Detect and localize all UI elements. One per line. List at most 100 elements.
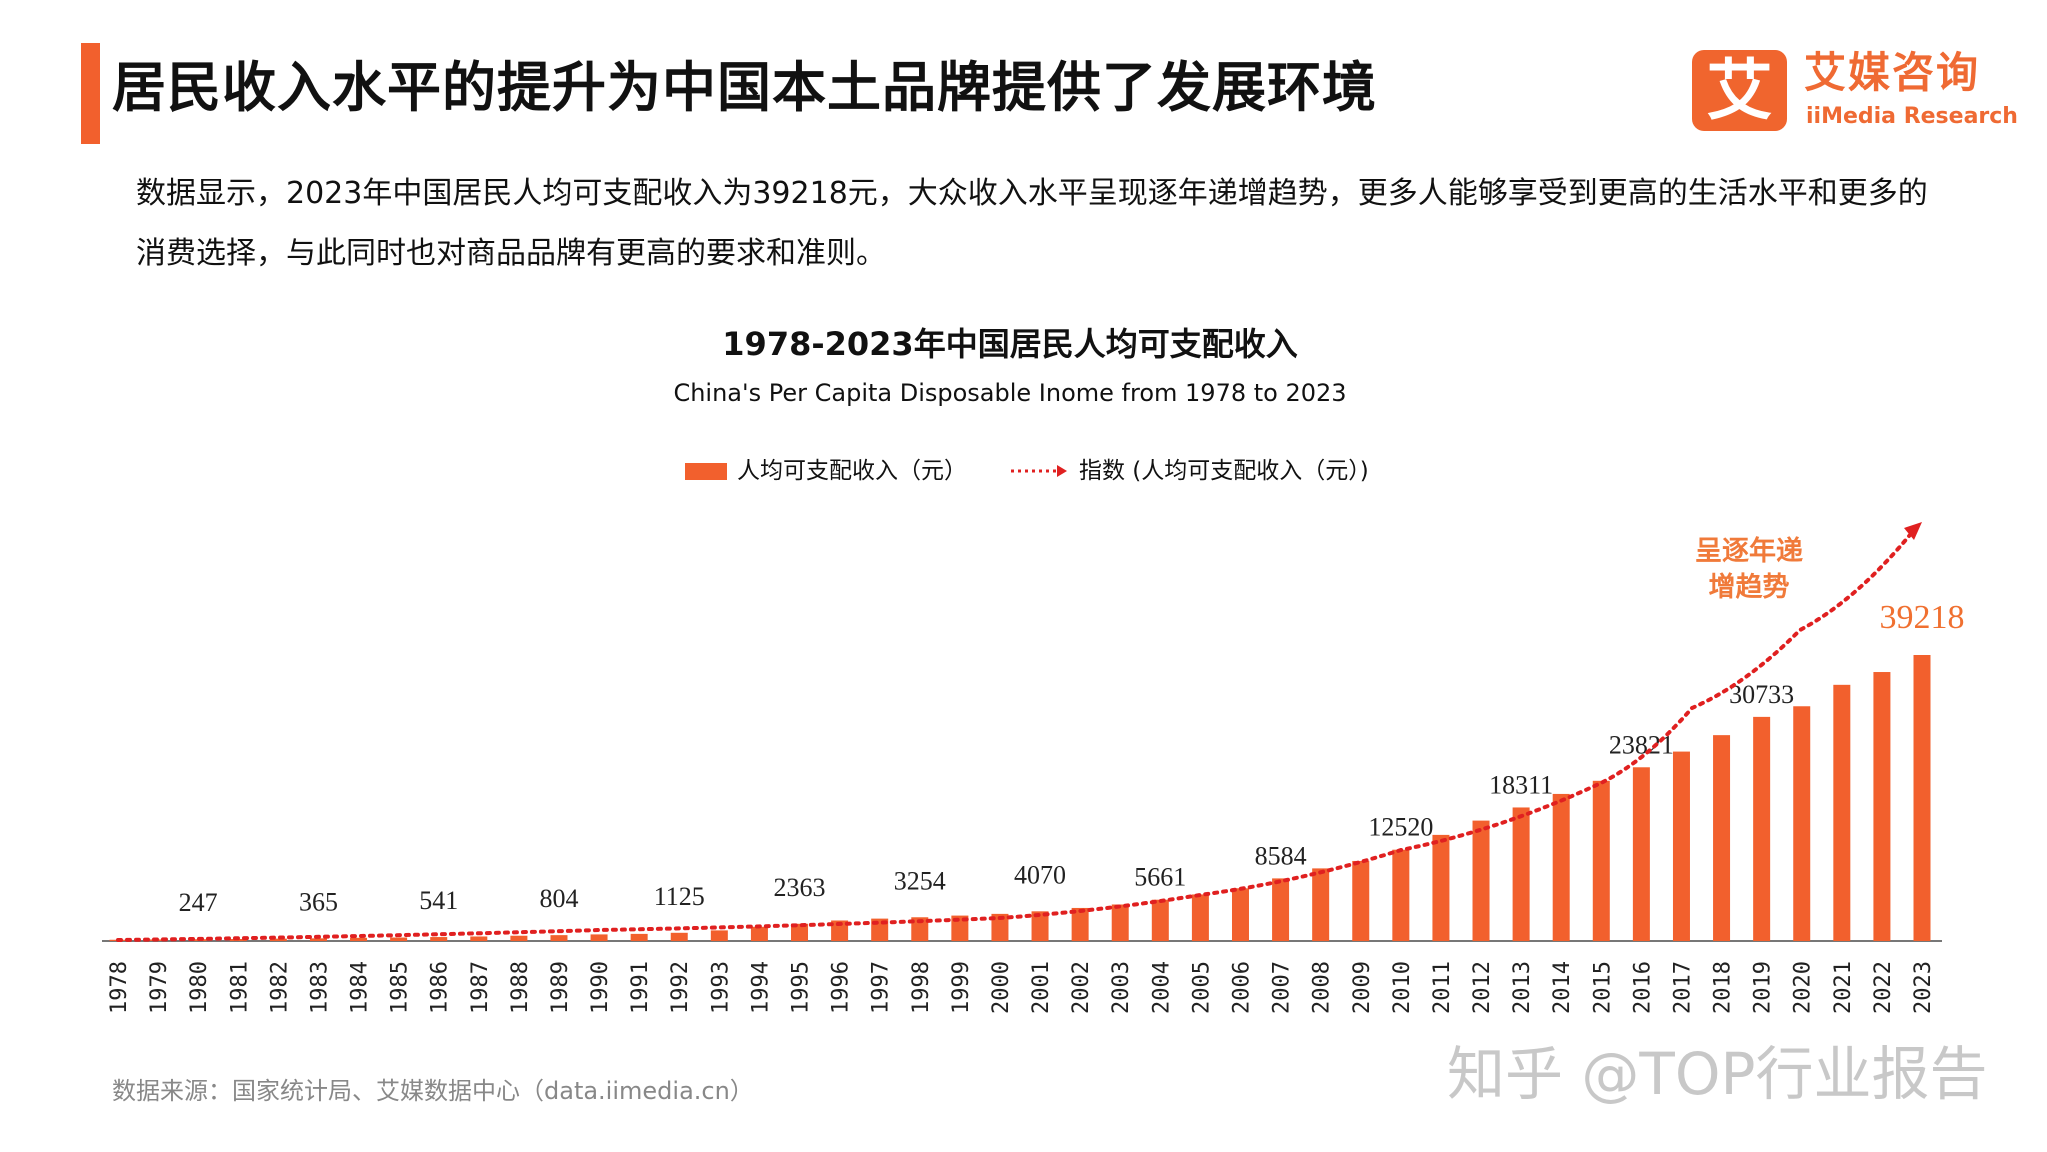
x-tick-label: 1991 [628, 961, 653, 1014]
bar-2011 [1432, 834, 1450, 941]
x-tick-label: 1981 [227, 961, 252, 1014]
bar-1992 [670, 932, 688, 941]
legend: 人均可支配收入（元） 指数 (人均可支配收入（元）) [685, 456, 1369, 486]
bar-2014 [1552, 793, 1570, 941]
bar-2017 [1672, 751, 1690, 941]
bar-1987 [470, 936, 488, 941]
bar-1985 [390, 937, 408, 941]
trend-arrow-icon [1904, 522, 1922, 540]
bar-2005 [1191, 894, 1209, 941]
x-tick-label: 1983 [307, 961, 332, 1014]
x-tick-label: 1998 [909, 961, 934, 1014]
data-label: 1125 [654, 882, 705, 911]
x-tick-label: 1978 [107, 961, 132, 1014]
summary-paragraph: 数据显示，2023年中国居民人均可支配收入为39218元，大众收入水平呈现逐年递… [136, 176, 1928, 271]
chart-title: 1978-2023年中国居民人均可支配收入 [722, 325, 1298, 363]
x-tick-label: 2020 [1791, 961, 1816, 1014]
x-tick-label: 2008 [1310, 961, 1335, 1014]
bar-2007 [1272, 878, 1290, 941]
logo-name-en: iiMedia Research [1806, 104, 2018, 129]
x-tick-label: 2016 [1630, 961, 1655, 1014]
bar-2019 [1753, 716, 1771, 941]
bar-2018 [1713, 735, 1731, 941]
x-tick-label: 1980 [187, 961, 212, 1014]
x-tick-label: 1996 [829, 961, 854, 1014]
x-tick-label: 2000 [989, 961, 1014, 1014]
bar-1998 [911, 917, 929, 941]
watermark: 知乎 @TOP行业报告 [1447, 1040, 1988, 1108]
trend-annotation: 增趋势 [1709, 571, 1790, 603]
bar-1990 [590, 934, 608, 941]
bar-1983 [309, 938, 327, 941]
x-tick-label: 2023 [1911, 961, 1936, 1014]
data-label: 4070 [1014, 860, 1066, 889]
bar-1994 [750, 926, 768, 941]
x-tick-label: 2013 [1510, 961, 1535, 1014]
x-tick-label: 2022 [1871, 961, 1896, 1014]
bar-1991 [630, 933, 648, 941]
bar-2000 [991, 913, 1009, 941]
x-tick-label: 1992 [668, 961, 693, 1014]
x-tick-label: 2005 [1189, 961, 1214, 1014]
logo-icon: 艾 [1692, 50, 1787, 131]
x-tick-label: 1982 [267, 961, 292, 1014]
data-label: 804 [539, 884, 578, 913]
bar-2020 [1793, 706, 1811, 941]
bar-1988 [510, 935, 528, 941]
logo-name-cn: 艾媒咨询 [1804, 48, 1981, 97]
x-tick-label: 1989 [548, 961, 573, 1014]
legend-dotted-arrow-icon [1011, 465, 1067, 477]
bar-1984 [350, 937, 368, 941]
x-tick-label: 1979 [147, 961, 172, 1014]
data-label: 3254 [894, 866, 946, 895]
title-accent-bar [81, 43, 100, 144]
x-tick-label: 2009 [1350, 961, 1375, 1014]
x-tick-label: 2001 [1029, 961, 1054, 1014]
x-tick-label: 1993 [708, 961, 733, 1014]
trend-line [116, 528, 1916, 942]
bar-2004 [1151, 899, 1169, 941]
legend-bar-swatch [685, 462, 727, 480]
bar-2006 [1231, 888, 1249, 941]
page-title: 居民收入水平的提升为中国本土品牌提供了发展环境 [112, 56, 1377, 119]
x-tick-label: 2017 [1670, 961, 1695, 1014]
data-label: 5661 [1134, 863, 1186, 892]
data-label: 541 [419, 886, 458, 915]
data-label: 2363 [774, 873, 826, 902]
bar-1996 [831, 920, 849, 941]
bar-2013 [1512, 807, 1530, 941]
bar-2016 [1632, 767, 1650, 941]
x-tick-label: 1985 [388, 961, 413, 1014]
x-tick-label: 1994 [748, 961, 773, 1014]
bar-2009 [1352, 860, 1370, 941]
x-tick-label: 2014 [1550, 961, 1575, 1014]
bar-1995 [791, 923, 809, 941]
bar-2012 [1472, 820, 1490, 941]
bar-2015 [1592, 780, 1610, 941]
x-tick-label: 2018 [1711, 961, 1736, 1014]
bar-2021 [1833, 684, 1851, 941]
data-label: 365 [299, 887, 338, 916]
x-tick-label: 1987 [468, 961, 493, 1014]
data-label: 39218 [1880, 599, 1965, 636]
x-tick-label: 1986 [428, 961, 453, 1014]
x-tick-label: 1999 [949, 961, 974, 1014]
bar-1986 [430, 937, 448, 941]
chart-subtitle: China's Per Capita Disposable Inome from… [673, 379, 1347, 407]
x-tick-label: 2004 [1149, 961, 1174, 1014]
x-tick-label: 2007 [1270, 961, 1295, 1014]
x-tick-label: 2002 [1069, 961, 1094, 1014]
x-tick-label: 2015 [1590, 961, 1615, 1014]
data-label: 30733 [1729, 680, 1794, 709]
bar-2001 [1031, 911, 1049, 941]
x-tick-label: 2021 [1831, 961, 1856, 1014]
x-tick-label: 2006 [1229, 961, 1254, 1014]
bar-1989 [550, 935, 568, 941]
x-tick-label: 2019 [1751, 961, 1776, 1014]
data-label: 247 [179, 888, 218, 917]
trend-annotation: 呈逐年递 [1695, 535, 1803, 567]
x-tick-label: 1995 [789, 961, 814, 1014]
bar-2008 [1312, 868, 1330, 941]
bar-1982 [269, 938, 287, 941]
